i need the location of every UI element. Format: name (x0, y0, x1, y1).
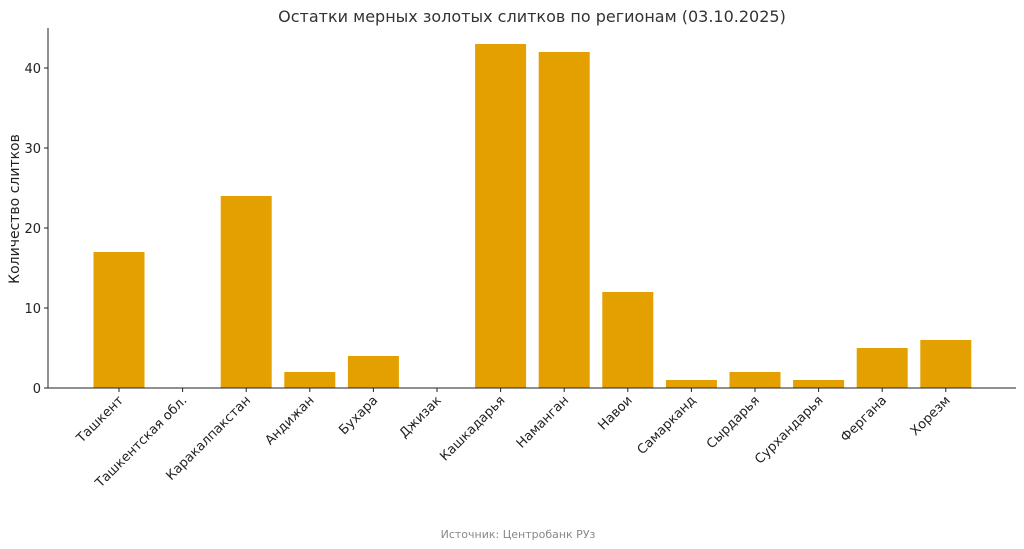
bar-6 (475, 44, 527, 388)
x-tick-label-10: Сырдарья (704, 393, 763, 452)
source-note: Источник: Центробанк РУз (441, 528, 596, 541)
bar-9 (665, 380, 717, 388)
x-tick-label-4: Бухара (336, 393, 381, 438)
x-tick-label-0: Ташкент (73, 393, 127, 447)
bar-8 (602, 292, 654, 388)
bar-7 (538, 52, 590, 388)
x-tick-label-12: Фергана (838, 393, 890, 445)
y-tick-label-0: 0 (33, 382, 41, 397)
bar-10 (729, 372, 781, 388)
x-tick-label-5: Джизак (397, 393, 445, 441)
y-tick-label-2: 20 (24, 222, 41, 237)
chart-title: Остатки мерных золотых слитков по регион… (278, 7, 786, 26)
bar-0 (93, 252, 145, 388)
bar-2 (220, 196, 272, 388)
x-tick-label-6: Кашкадарья (437, 393, 508, 464)
x-tick-label-9: Самарканд (635, 393, 700, 458)
bar-11 (793, 380, 845, 388)
y-axis-label: Количество слитков (7, 134, 23, 284)
bar-4 (347, 356, 399, 388)
x-tick-label-8: Навои (595, 393, 635, 433)
bar-12 (856, 348, 908, 388)
y-ticks-group: 0 10 20 30 40 (24, 62, 48, 397)
bar-3 (284, 372, 336, 388)
x-tick-label-11: Сурхандарья (752, 393, 826, 467)
bar-13 (920, 340, 972, 388)
y-tick-label-4: 40 (24, 62, 41, 77)
x-tick-label-13: Хорезм (908, 393, 954, 439)
y-tick-label-3: 30 (24, 142, 41, 157)
y-tick-label-1: 10 (24, 302, 41, 317)
x-tick-label-3: Андижан (262, 393, 317, 448)
bars-group (93, 44, 972, 388)
x-tick-label-7: Наманган (514, 393, 572, 451)
